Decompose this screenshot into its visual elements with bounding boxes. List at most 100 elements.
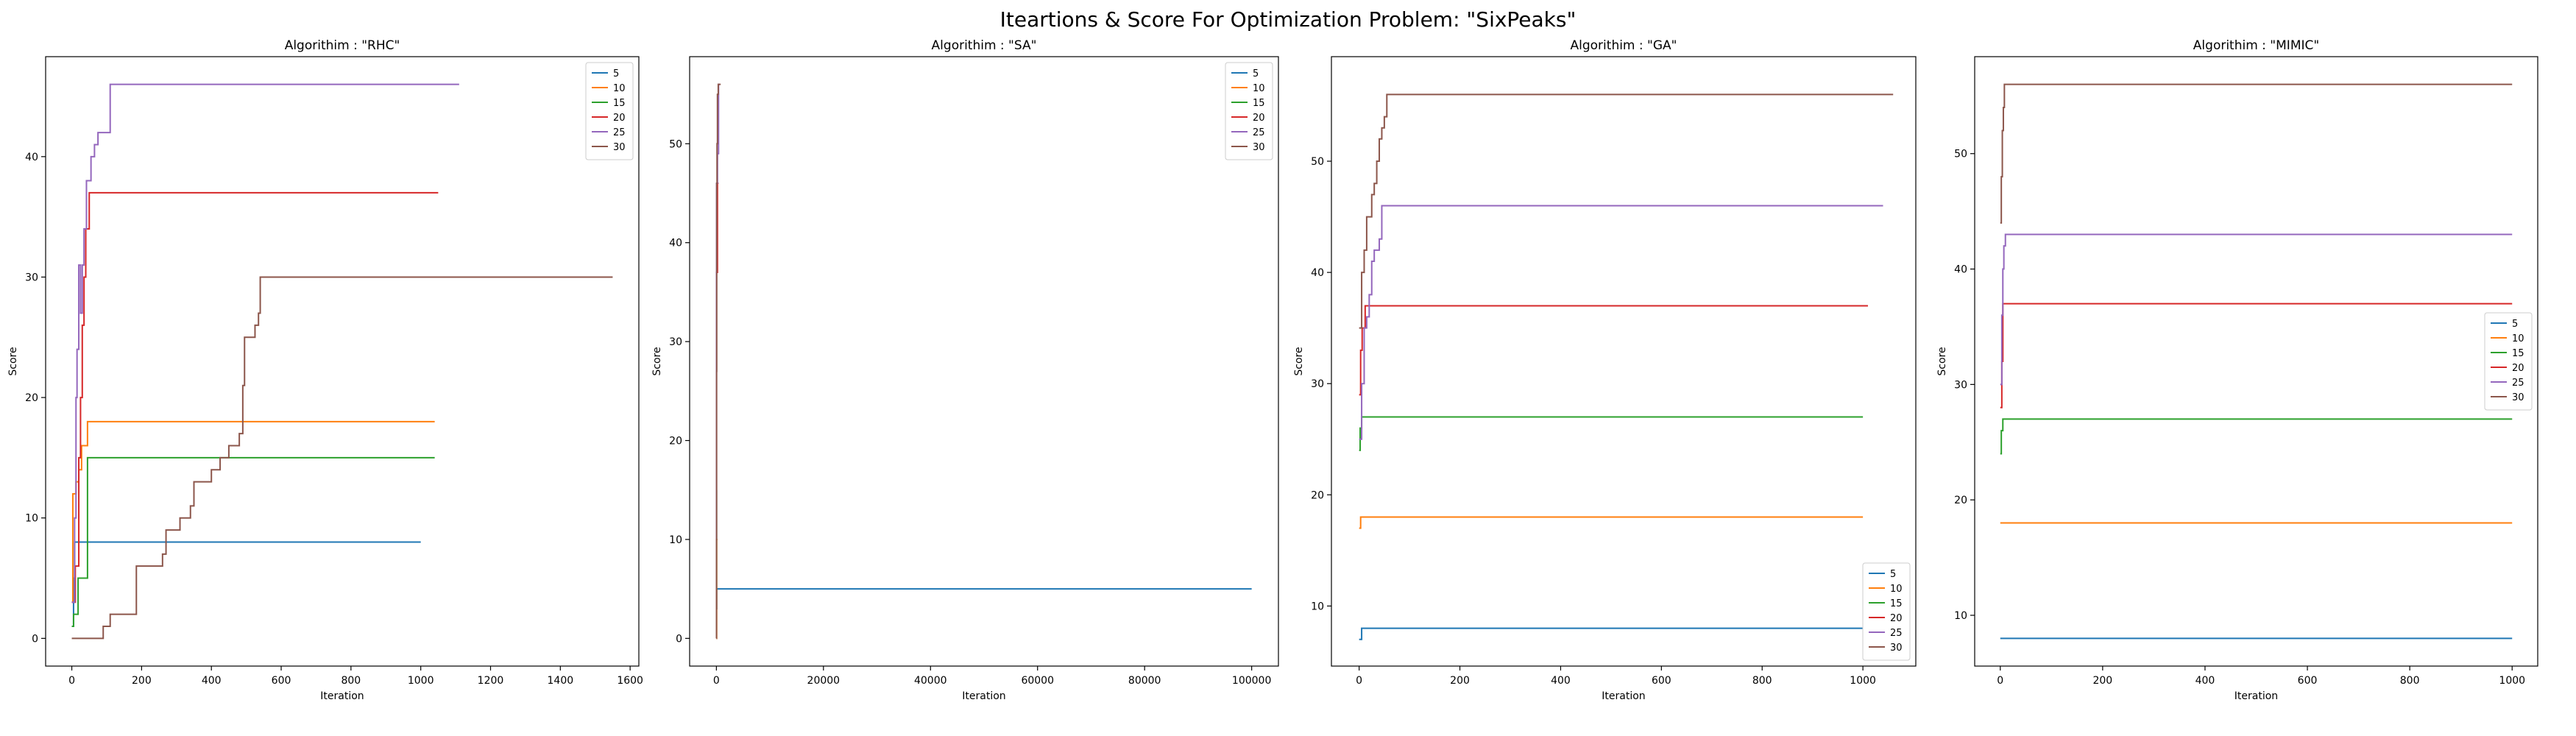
x-tick-label: 0 <box>1997 675 2003 687</box>
axes-frame <box>1974 56 2538 667</box>
series-line-20 <box>1359 305 1868 396</box>
legend-label: 10 <box>2512 333 2524 344</box>
y-tick-label: 20 <box>1954 495 1967 506</box>
legend-label: 5 <box>613 68 619 79</box>
legend-label: 25 <box>2512 378 2524 389</box>
x-tick-label: 400 <box>202 675 222 687</box>
legend-label: 15 <box>1890 598 1903 609</box>
series-line-10 <box>1359 516 1864 529</box>
x-tick-label: 600 <box>2298 675 2318 687</box>
legend-label: 15 <box>2512 348 2524 359</box>
y-tick-label: 0 <box>32 633 38 645</box>
legend-label: 25 <box>1253 127 1265 138</box>
y-tick-label: 10 <box>1954 610 1967 622</box>
legend-label: 25 <box>613 127 626 138</box>
legend-label: 30 <box>613 142 626 153</box>
y-tick-label: 40 <box>1311 267 1324 279</box>
legend-box <box>1225 62 1273 160</box>
series-line-15 <box>2000 418 2513 455</box>
legend-label: 25 <box>1890 628 1903 639</box>
series-line-5 <box>715 588 1252 610</box>
x-tick-label: 400 <box>1551 675 1571 687</box>
legend: 5 10 15 20 25 30 <box>585 62 634 160</box>
legend-label: 5 <box>1253 68 1259 79</box>
axes-frame <box>689 56 1279 667</box>
x-tick-label: 800 <box>341 675 361 687</box>
x-tick-label: 100000 <box>1232 675 1271 687</box>
y-axis-label: Score <box>1936 347 1948 375</box>
series-line-25 <box>1359 205 1883 440</box>
x-tick-label: 1400 <box>548 675 574 687</box>
x-tick-label: 1000 <box>408 675 434 687</box>
series-line-30 <box>715 83 721 640</box>
y-axis-label: Score <box>7 347 19 375</box>
x-axis-label: Iteration <box>320 690 364 702</box>
legend-label: 10 <box>1890 584 1903 595</box>
panel-title: Algorithim : "RHC" <box>285 38 400 53</box>
x-axis-label: Iteration <box>1602 690 1645 702</box>
x-tick-label: 60000 <box>1021 675 1054 687</box>
series-line-25 <box>71 83 459 604</box>
x-tick-label: 200 <box>2092 675 2112 687</box>
y-tick-label: 20 <box>1311 489 1324 501</box>
y-tick-label: 10 <box>669 534 682 546</box>
series-line-15 <box>1359 416 1864 451</box>
x-tick-label: 1600 <box>617 675 643 687</box>
legend-label: 20 <box>613 113 626 124</box>
series-group <box>2000 83 2513 640</box>
panel-title: Algorithim : "GA" <box>1571 38 1677 53</box>
x-tick-label: 0 <box>713 675 720 687</box>
series-line-5 <box>1359 627 1864 640</box>
legend: 5 10 15 20 25 30 <box>1225 62 1273 160</box>
chart-panel-mimic: Algorithim : "MIMIC" 0 200 400 600 800 1000 10 2… <box>1936 38 2538 702</box>
chart-panel-sa: Algorithim : "SA" 0 20000 40000 60000 80000 10… <box>651 38 1279 702</box>
series-group <box>1359 93 1894 640</box>
legend-box <box>1862 562 1911 661</box>
chart-panel-ga: Algorithim : "GA" 0 200 400 600 800 1000 10 20 30… <box>1293 38 1917 702</box>
series-line-20 <box>71 191 439 604</box>
x-tick-label: 600 <box>1652 675 1671 687</box>
panel-title: Algorithim : "SA" <box>932 38 1037 53</box>
y-axis-label: Score <box>1293 347 1305 375</box>
x-tick-label: 800 <box>1752 675 1772 687</box>
y-tick-label: 50 <box>1311 156 1324 168</box>
x-tick-label: 1000 <box>1850 675 1876 687</box>
y-tick-label: 50 <box>1954 149 1967 160</box>
x-tick-label: 0 <box>1356 675 1362 687</box>
x-tick-label: 20000 <box>807 675 841 687</box>
x-axis-label: Iteration <box>962 690 1005 702</box>
y-tick-label: 10 <box>25 513 38 525</box>
series-group <box>71 83 613 640</box>
x-tick-label: 1200 <box>478 675 504 687</box>
legend-label: 20 <box>2512 363 2524 374</box>
chart-panel-rhc: Algorithim : "RHC"0 200 400 600 800 1000 1200 1… <box>7 38 643 702</box>
y-tick-label: 50 <box>669 138 682 150</box>
x-tick-label: 1000 <box>2499 675 2525 687</box>
legend-label: 30 <box>1890 643 1903 654</box>
x-tick-label: 600 <box>272 675 291 687</box>
series-group <box>715 83 1252 640</box>
y-tick-label: 30 <box>669 336 682 348</box>
x-tick-label: 200 <box>132 675 152 687</box>
axes-frame <box>45 56 640 667</box>
legend-label: 30 <box>1253 142 1265 153</box>
x-tick-label: 0 <box>68 675 75 687</box>
legend-label: 30 <box>2512 392 2524 403</box>
legend-label: 10 <box>1253 83 1265 94</box>
legend-label: 15 <box>1253 98 1265 109</box>
legend-label: 5 <box>1890 569 1896 580</box>
panel-title: Algorithim : "MIMIC" <box>2193 38 2319 53</box>
y-axis-label: Score <box>651 347 663 375</box>
legend-label: 20 <box>1890 613 1903 624</box>
x-axis-label: Iteration <box>2234 690 2278 702</box>
x-tick-label: 40000 <box>914 675 947 687</box>
series-line-15 <box>71 456 435 627</box>
y-tick-label: 30 <box>1311 378 1324 390</box>
series-line-10 <box>71 420 435 604</box>
series-line-30 <box>71 276 613 640</box>
figure-title: Iteartions & Score For Optimization Prob… <box>999 7 1577 32</box>
y-tick-label: 30 <box>25 272 38 283</box>
series-line-20 <box>2000 302 2513 408</box>
legend-box <box>585 62 634 160</box>
y-tick-label: 0 <box>676 633 682 645</box>
